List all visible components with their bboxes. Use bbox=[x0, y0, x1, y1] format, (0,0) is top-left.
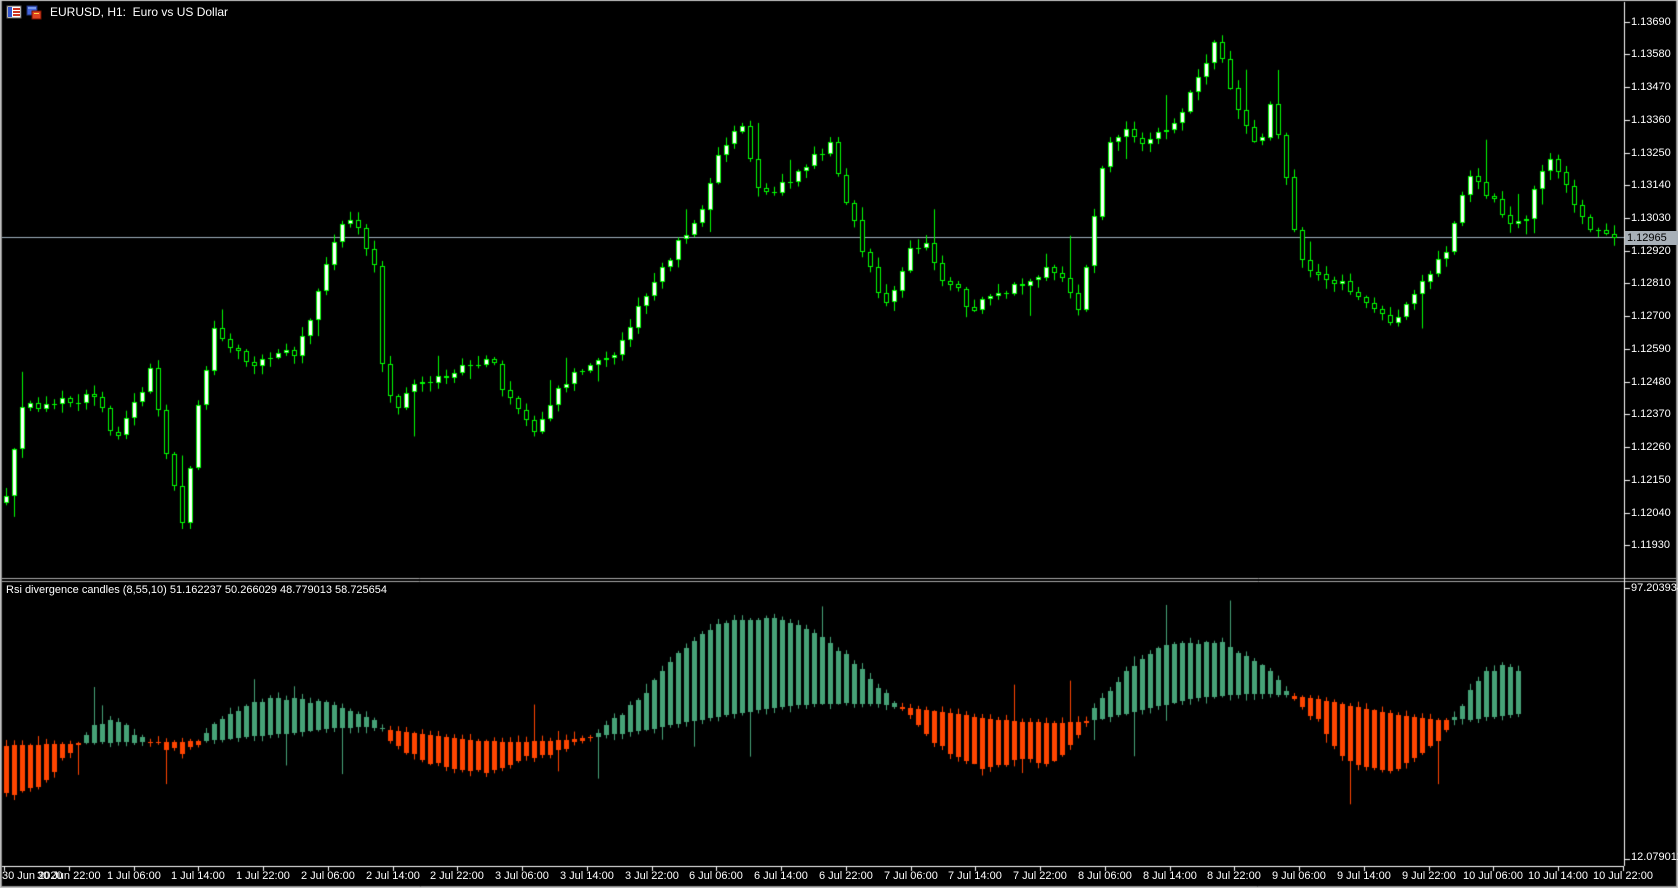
price-axis[interactable] bbox=[1624, 0, 1678, 866]
price-axis-label: 1.13470 bbox=[1631, 81, 1671, 93]
chart-titlebar: EURUSD, H1: Euro vs US Dollar bbox=[6, 4, 228, 20]
price-axis-label: 1.13030 bbox=[1631, 212, 1671, 224]
chart-profile-icon[interactable] bbox=[26, 4, 42, 20]
price-axis-label: 1.12590 bbox=[1631, 343, 1671, 355]
time-axis-label: 8 Jul 22:00 bbox=[1207, 870, 1261, 882]
time-axis-label: 2 Jul 14:00 bbox=[366, 870, 420, 882]
time-axis-label: 7 Jul 14:00 bbox=[948, 870, 1002, 882]
price-axis-label: 1.12150 bbox=[1631, 474, 1671, 486]
time-axis-label: 8 Jul 06:00 bbox=[1078, 870, 1132, 882]
time-axis-label: 3 Jul 22:00 bbox=[625, 870, 679, 882]
indicator-axis-min: 12.079011 bbox=[1631, 851, 1678, 863]
time-axis-label: 6 Jul 22:00 bbox=[819, 870, 873, 882]
time-axis-label: 30 Jun 2020 bbox=[2, 870, 63, 882]
time-axis-label: 1 Jul 06:00 bbox=[107, 870, 161, 882]
price-axis-label: 1.12810 bbox=[1631, 277, 1671, 289]
price-axis-label: 1.12370 bbox=[1631, 408, 1671, 420]
price-axis-label: 1.12920 bbox=[1631, 245, 1671, 257]
time-axis-label: 9 Jul 06:00 bbox=[1272, 870, 1326, 882]
time-axis-label: 8 Jul 14:00 bbox=[1143, 870, 1197, 882]
price-axis-label: 1.13690 bbox=[1631, 16, 1671, 28]
time-axis-label: 10 Jul 14:00 bbox=[1528, 870, 1588, 882]
time-axis-label: 30 Jun 22:00 bbox=[37, 870, 101, 882]
indicator-label: Rsi divergence candles (8,55,10) 51.1622… bbox=[6, 584, 388, 596]
current-price-tag: 1.12965 bbox=[1625, 231, 1678, 245]
price-axis-label: 1.12040 bbox=[1631, 507, 1671, 519]
time-axis-label: 2 Jul 06:00 bbox=[301, 870, 355, 882]
time-axis-label: 6 Jul 06:00 bbox=[689, 870, 743, 882]
price-axis-label: 1.12480 bbox=[1631, 376, 1671, 388]
time-axis-label: 3 Jul 06:00 bbox=[495, 870, 549, 882]
indicator-axis-max: 97.203934 bbox=[1631, 582, 1678, 594]
time-axis-label: 1 Jul 14:00 bbox=[171, 870, 225, 882]
chart-title: EURUSD, H1: Euro vs US Dollar bbox=[50, 5, 229, 19]
price-axis-label: 1.12700 bbox=[1631, 310, 1671, 322]
price-axis-label: 1.13250 bbox=[1631, 147, 1671, 159]
panel-splitter[interactable] bbox=[0, 577, 1678, 583]
time-axis-label: 6 Jul 14:00 bbox=[754, 870, 808, 882]
time-axis-label: 10 Jul 06:00 bbox=[1463, 870, 1523, 882]
time-axis-label: 9 Jul 22:00 bbox=[1402, 870, 1456, 882]
time-axis-label: 3 Jul 14:00 bbox=[560, 870, 614, 882]
price-axis-label: 1.13360 bbox=[1631, 114, 1671, 126]
price-axis-label: 1.12260 bbox=[1631, 441, 1671, 453]
time-axis-label: 7 Jul 22:00 bbox=[1013, 870, 1067, 882]
price-axis-label: 1.13140 bbox=[1631, 179, 1671, 191]
time-axis-label: 10 Jul 22:00 bbox=[1593, 870, 1653, 882]
time-axis-label: 9 Jul 14:00 bbox=[1337, 870, 1391, 882]
time-axis-label: 7 Jul 06:00 bbox=[884, 870, 938, 882]
chart-window-icon[interactable] bbox=[6, 4, 22, 20]
time-axis-label: 2 Jul 22:00 bbox=[430, 870, 484, 882]
price-axis-label: 1.11930 bbox=[1631, 539, 1670, 551]
price-axis-label: 1.13580 bbox=[1631, 48, 1671, 60]
time-axis-label: 1 Jul 22:00 bbox=[236, 870, 290, 882]
